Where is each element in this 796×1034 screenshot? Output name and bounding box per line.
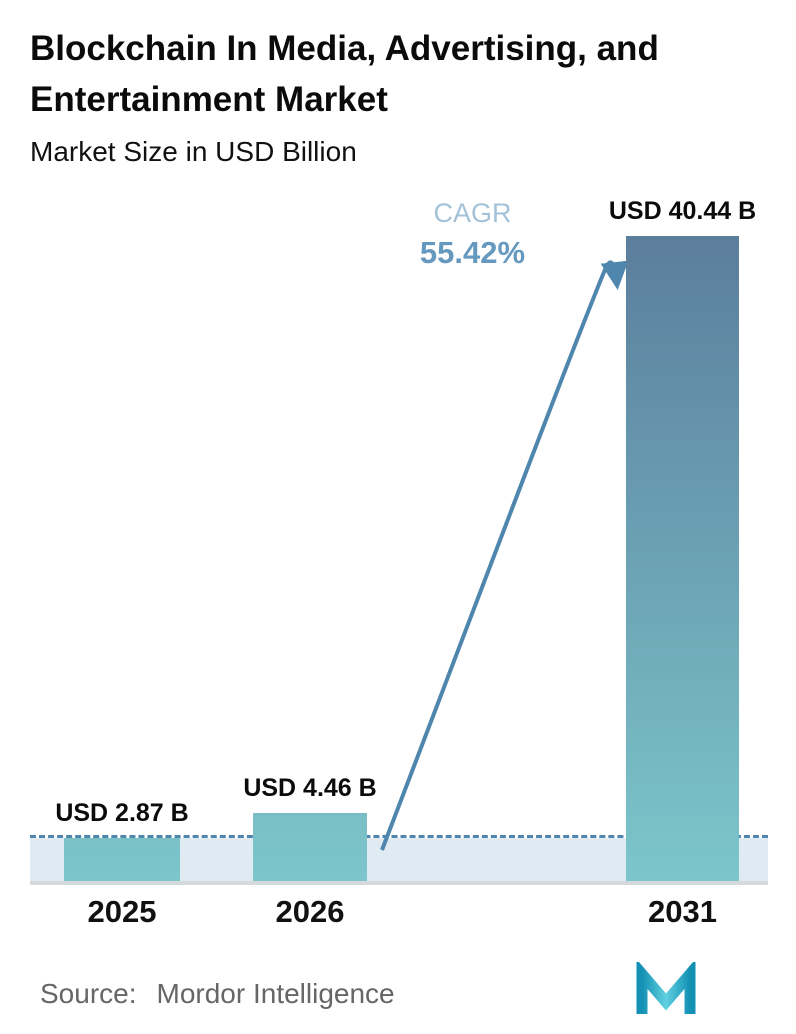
- bar-2026: [253, 813, 367, 884]
- bar-value-label: USD 2.87 B: [55, 799, 189, 827]
- mordor-intelligence-logo: [636, 962, 696, 1014]
- cagr-label: CAGR: [433, 198, 512, 228]
- bar-2031: [626, 236, 739, 884]
- bar-value-label: USD 4.46 B: [243, 774, 377, 802]
- bar-group-2031: USD 40.44 B: [609, 197, 756, 884]
- bar-value-label: USD 40.44 B: [608, 197, 757, 225]
- x-axis-line: [30, 881, 768, 885]
- source-label: Source:: [40, 978, 137, 1009]
- source-attribution: Source: Mordor Intelligence: [40, 978, 395, 1010]
- x-axis-label-2026: 2026: [275, 894, 345, 929]
- cagr-annotation: CAGR 55.42%: [405, 198, 540, 271]
- bar-group-2026: USD 4.46 B: [243, 774, 377, 884]
- cagr-value: 55.42%: [419, 235, 526, 270]
- bar-group-2025: USD 2.87 B: [55, 799, 189, 884]
- x-axis-label-2025: 2025: [87, 894, 157, 929]
- x-axis-label-2031: 2031: [648, 894, 717, 929]
- bar-2025: [64, 838, 180, 884]
- source-name: Mordor Intelligence: [156, 978, 395, 1009]
- chart-subtitle: Market Size in USD Billion: [30, 136, 357, 167]
- page-title: Blockchain In Media, Advertising, and En…: [30, 29, 659, 119]
